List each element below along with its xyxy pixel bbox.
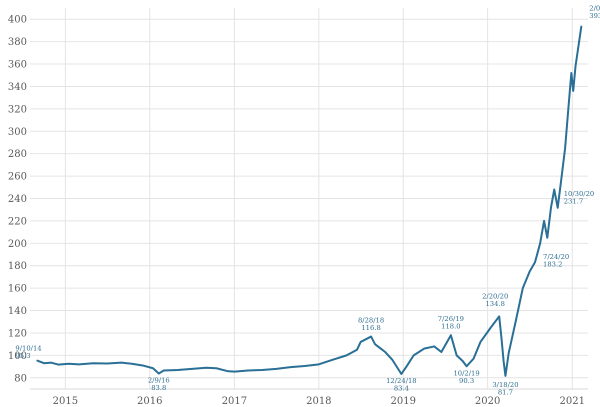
y-tick-label: 220 — [8, 216, 27, 227]
annotation-date: 9/10/14 — [15, 345, 41, 353]
x-tick-label: 2021 — [560, 396, 585, 407]
annotation-date: 2/9/16 — [148, 377, 170, 385]
annotation-value: 95.3 — [15, 352, 30, 360]
x-tick-label: 2019 — [391, 396, 416, 407]
annotation-date: 7/24/20 — [543, 253, 569, 261]
y-tick-label: 340 — [8, 82, 27, 93]
annotation-date: 12/24/18 — [386, 377, 417, 385]
x-tick-label: 2016 — [137, 396, 162, 407]
annotation-value: 90.3 — [459, 377, 474, 385]
annotation-date: 8/28/18 — [358, 317, 384, 325]
annotation: 2/09/21393.4 — [589, 5, 600, 21]
x-tick-label: 2020 — [475, 396, 500, 407]
x-tick-label: 2015 — [53, 396, 78, 407]
annotation-date: 3/18/20 — [492, 381, 518, 389]
annotation-date: 10/2/19 — [453, 369, 479, 377]
y-tick-label: 120 — [8, 328, 27, 339]
y-axis-tick-labels: 80 100 120 140 160 180 200 220 240 260 280 300 320 34… — [8, 15, 27, 385]
annotation-date: 10/30/20 — [564, 190, 595, 198]
y-tick-label: 180 — [8, 261, 27, 272]
annotation-value: 118.0 — [441, 323, 460, 331]
annotation-date: 2/20/20 — [482, 292, 508, 300]
annotation-value: 83.8 — [151, 384, 166, 392]
x-tick-label: 2017 — [222, 396, 247, 407]
gridlines — [30, 8, 588, 389]
y-tick-label: 100 — [8, 351, 27, 362]
y-tick-label: 380 — [8, 37, 27, 48]
y-tick-label: 300 — [8, 127, 27, 138]
annotation-value: 393.4 — [589, 12, 600, 20]
annotation-value: 81.7 — [498, 388, 513, 396]
x-tick-label: 2018 — [306, 396, 331, 407]
annotation-value: 116.8 — [361, 324, 380, 332]
annotation-value: 134.8 — [485, 300, 504, 308]
annotation-date: 7/26/19 — [438, 315, 464, 323]
y-tick-label: 280 — [8, 149, 27, 160]
x-axis-tick-labels: 2015 2016 2017 2018 2019 2020 2021 — [53, 396, 585, 407]
y-tick-label: 140 — [8, 306, 27, 317]
y-tick-label: 80 — [14, 373, 27, 384]
y-tick-label: 200 — [8, 239, 27, 250]
annotation-value: 231.7 — [564, 197, 583, 205]
annotation-date: 2/09/21 — [589, 5, 600, 13]
y-tick-label: 260 — [8, 172, 27, 183]
y-tick-label: 240 — [8, 194, 27, 205]
series-line — [36, 25, 583, 377]
y-tick-label: 320 — [8, 104, 27, 115]
annotation-value: 83.4 — [394, 384, 409, 392]
y-tick-label: 400 — [8, 15, 27, 26]
y-tick-label: 160 — [8, 284, 27, 295]
y-tick-label: 360 — [8, 60, 27, 71]
annotation-value: 183.2 — [543, 261, 562, 269]
